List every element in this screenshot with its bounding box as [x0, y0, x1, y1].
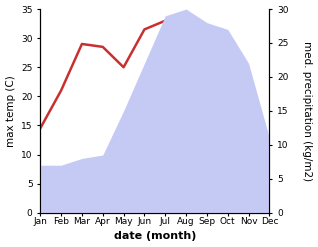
- Y-axis label: med. precipitation (kg/m2): med. precipitation (kg/m2): [302, 41, 313, 181]
- Y-axis label: max temp (C): max temp (C): [5, 75, 16, 147]
- X-axis label: date (month): date (month): [114, 231, 196, 242]
